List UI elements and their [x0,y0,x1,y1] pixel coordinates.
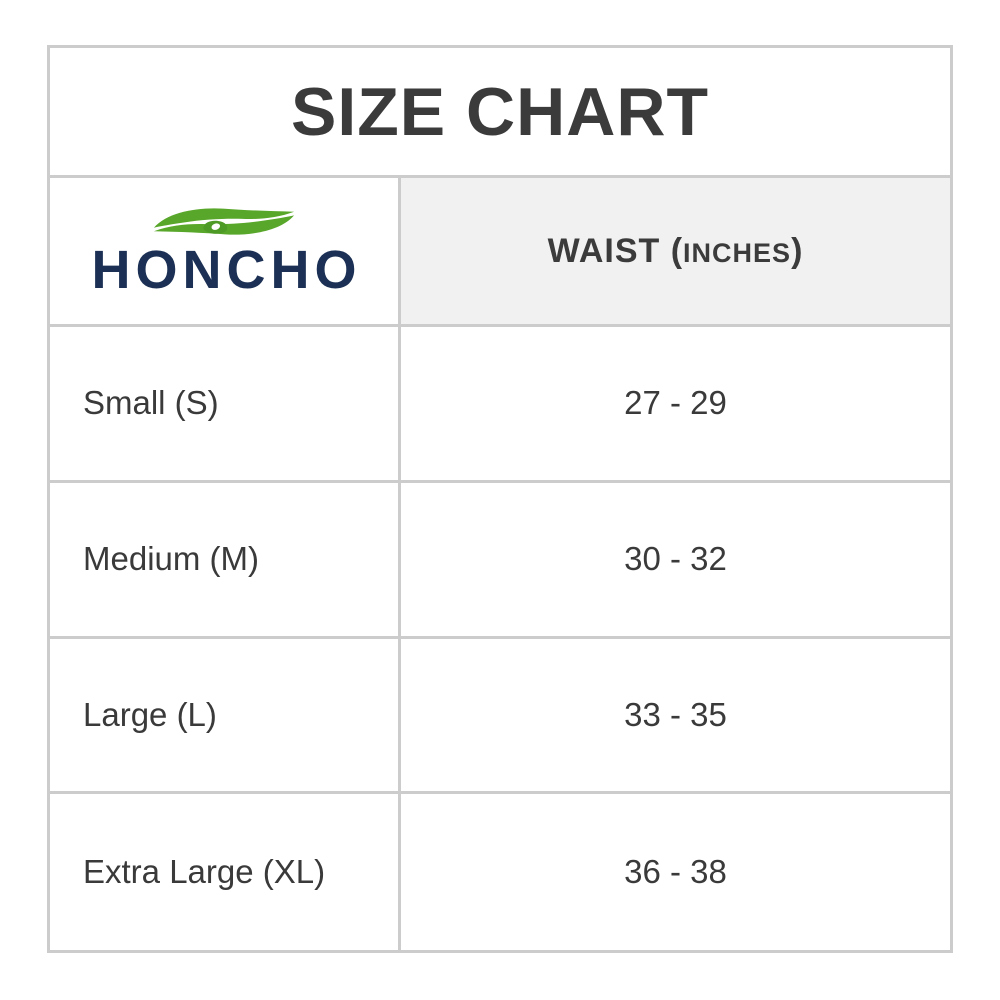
waist-label-unit: INCHES [683,237,792,268]
waist-label-prefix: WAIST ( [547,231,684,270]
honcho-swoosh-icon [153,208,295,235]
brand-name: HONCHO [91,240,362,300]
size-label-cell: Medium (M) [50,482,401,639]
column-header-waist: WAIST (INCHES) [401,178,950,327]
waist-value-cell: 36 - 38 [401,794,950,950]
size-chart-table: SIZE CHART HONCHO WAIST (INCHES) Small (… [47,45,953,953]
brand-logo-cell: HONCHO [50,178,401,327]
chart-title: SIZE CHART [291,73,709,150]
size-label-cell: Small (S) [50,327,401,483]
size-label-cell: Large (L) [50,638,401,795]
waist-label-suffix: ) [791,231,804,270]
title-row: SIZE CHART [50,48,950,178]
size-label-cell: Extra Large (XL) [50,794,401,950]
waist-value-cell: 27 - 29 [401,327,950,483]
waist-value-cell: 33 - 35 [401,638,950,795]
waist-value-cell: 30 - 32 [401,482,950,639]
column-header-waist-label: WAIST (INCHES) [548,232,804,271]
